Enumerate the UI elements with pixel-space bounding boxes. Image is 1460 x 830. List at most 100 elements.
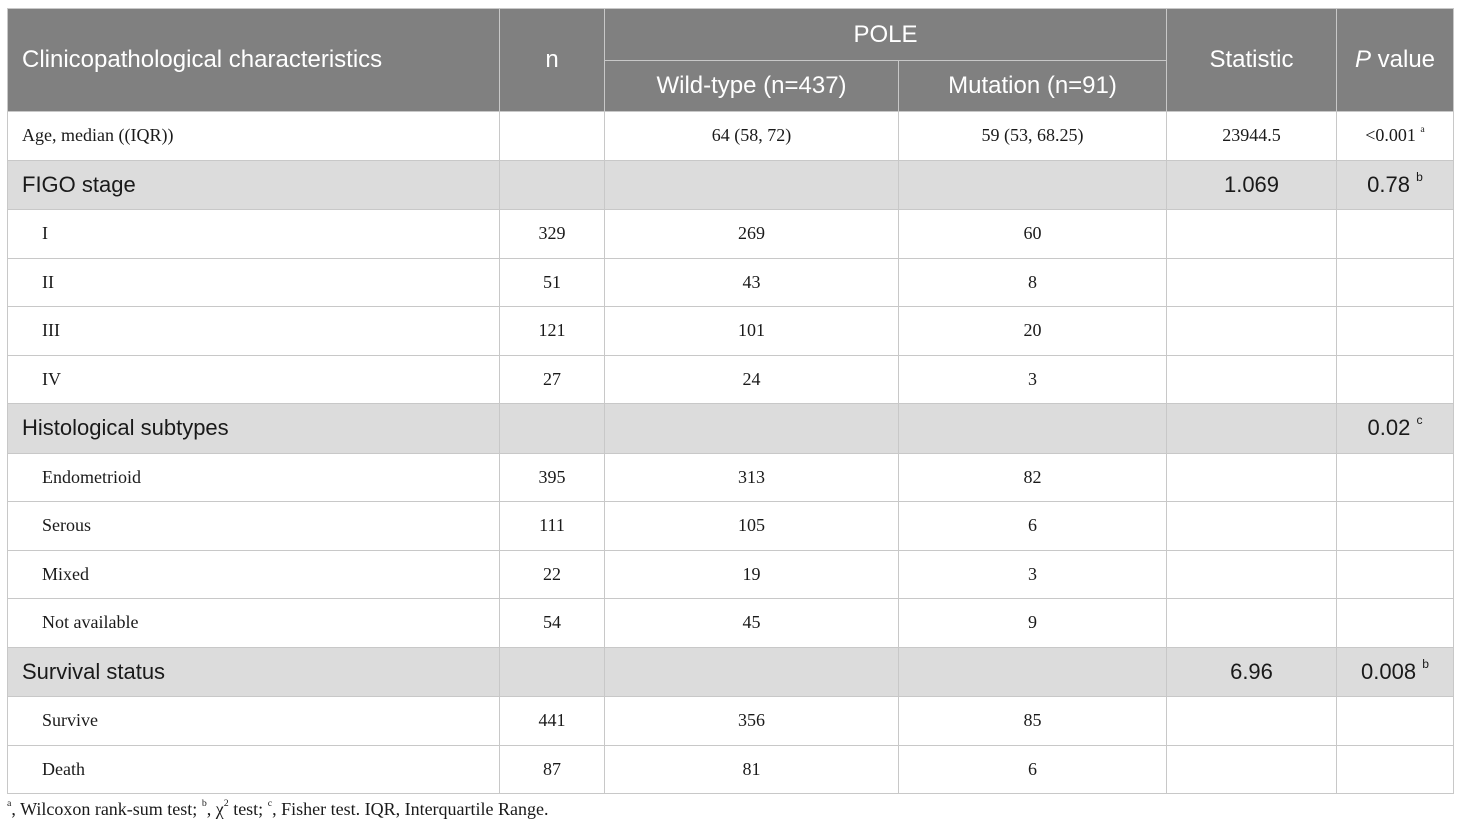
cell-p-value — [1336, 257, 1454, 307]
cell-n-text: 395 — [538, 466, 566, 487]
cell-label-text: Not available — [42, 612, 139, 633]
cell-label: Histological subtypes — [7, 403, 500, 454]
cell-wild-type: 101 — [604, 306, 899, 356]
cell-statistic — [1166, 549, 1337, 599]
cell-label-text: II — [42, 271, 54, 292]
cell-label: Survive — [7, 696, 500, 746]
cell-statistic — [1166, 306, 1337, 356]
cell-statistic: 6.96 — [1166, 646, 1337, 697]
cell-mutation: 9 — [898, 598, 1167, 648]
header-statistic: Statistic — [1166, 8, 1337, 112]
cell-wild-type: 43 — [604, 257, 899, 307]
table-header: Clinicopathological characteristics n PO… — [7, 8, 1454, 112]
cell-n: 441 — [499, 696, 605, 746]
cell-label-text: IV — [42, 368, 61, 389]
cell-p-value — [1336, 354, 1454, 404]
cell-label: I — [7, 209, 500, 259]
header-p-italic: P — [1354, 46, 1371, 73]
cell-n-text: 87 — [543, 758, 561, 779]
p-value-footnote-mark: a — [1420, 124, 1425, 136]
cell-wild-type — [604, 159, 899, 210]
cell-n — [499, 159, 605, 210]
cell-n: 87 — [499, 744, 605, 794]
cell-label-text: Serous — [42, 515, 91, 536]
cell-statistic: 1.069 — [1166, 159, 1337, 210]
table-row: FIGO stage 1.069 0.78 b — [7, 159, 1454, 210]
cell-p-value-text: <0.001 — [1365, 125, 1416, 146]
footnote-text-a: , Wilcoxon rank-sum test; — [11, 799, 202, 819]
cell-n-text: 22 — [543, 563, 561, 584]
table-row: Serous 111 105 6 — [7, 501, 1454, 551]
header-n: n — [499, 8, 605, 112]
cell-label: IV — [7, 354, 500, 404]
cell-n-text: 329 — [538, 223, 566, 244]
cell-label: II — [7, 257, 500, 307]
cell-wild-type — [604, 646, 899, 697]
cell-p-value — [1336, 452, 1454, 502]
cell-wild-type: 356 — [604, 696, 899, 746]
p-value-footnote-mark: b — [1416, 169, 1423, 184]
cell-statistic-text: 6.96 — [1230, 658, 1273, 684]
cell-statistic — [1166, 354, 1337, 404]
cell-n-text: 27 — [543, 368, 561, 389]
cell-n — [499, 646, 605, 697]
table-row: Mixed 22 19 3 — [7, 549, 1454, 599]
cell-wild-type-text: 19 — [742, 563, 761, 584]
cell-mutation: 6 — [898, 501, 1167, 551]
cell-label: Serous — [7, 501, 500, 551]
cell-label-text: I — [42, 223, 48, 244]
header-p-rest: value — [1370, 46, 1436, 73]
cell-mutation: 60 — [898, 209, 1167, 259]
cell-n — [499, 403, 605, 454]
table-row: Histological subtypes 0.02 c — [7, 403, 1454, 454]
cell-wild-type: 269 — [604, 209, 899, 259]
table-body: Age, median ((IQR)) 64 (58, 72) 59 (53, 68… — [7, 111, 1454, 794]
cell-wild-type-text: 356 — [738, 710, 765, 731]
cell-mutation: 20 — [898, 306, 1167, 356]
cell-p-value — [1336, 549, 1454, 599]
cell-statistic-text: 23944.5 — [1222, 125, 1281, 146]
cell-p-value — [1336, 744, 1454, 794]
cell-label-text: Mixed — [42, 563, 89, 584]
table-row: III 121 101 20 — [7, 306, 1454, 356]
table-row: Death 87 81 6 — [7, 744, 1454, 794]
cell-wild-type — [604, 403, 899, 454]
cell-wild-type: 64 (58, 72) — [604, 111, 899, 161]
cell-statistic: 23944.5 — [1166, 111, 1337, 161]
cell-wild-type-text: 313 — [738, 466, 765, 487]
cell-mutation-text: 3 — [1028, 563, 1037, 584]
cell-wild-type: 313 — [604, 452, 899, 502]
footnote-mark-a: a — [7, 798, 12, 810]
cell-mutation-text: 60 — [1023, 223, 1042, 244]
cell-mutation: 85 — [898, 696, 1167, 746]
cell-wild-type: 19 — [604, 549, 899, 599]
cell-statistic — [1166, 744, 1337, 794]
cell-wild-type-text: 101 — [738, 320, 765, 341]
cell-p-value-text: 0.02 — [1367, 415, 1411, 441]
cell-p-value: 0.78 b — [1336, 159, 1454, 210]
cell-statistic — [1166, 696, 1337, 746]
footnote-mark-b: b — [201, 798, 207, 810]
cell-n-text: 441 — [538, 710, 566, 731]
table-row: Age, median ((IQR)) 64 (58, 72) 59 (53, 68… — [7, 111, 1454, 161]
table-row: Survive 441 356 85 — [7, 696, 1454, 746]
cell-wild-type: 105 — [604, 501, 899, 551]
cell-n: 395 — [499, 452, 605, 502]
data-table: Clinicopathological characteristics n PO… — [7, 8, 1454, 794]
cell-mutation — [898, 159, 1167, 210]
table-row: Not available 54 45 9 — [7, 598, 1454, 648]
cell-n-text: 54 — [543, 612, 561, 633]
cell-wild-type: 24 — [604, 354, 899, 404]
cell-label-text: III — [42, 320, 60, 341]
cell-label: FIGO stage — [7, 159, 500, 210]
cell-p-value — [1336, 501, 1454, 551]
cell-mutation-text: 20 — [1023, 320, 1042, 341]
cell-wild-type-text: 45 — [742, 612, 761, 633]
cell-n: 22 — [499, 549, 605, 599]
cell-statistic — [1166, 501, 1337, 551]
cell-p-value — [1336, 306, 1454, 356]
cell-p-value: 0.02 c — [1336, 403, 1454, 454]
footnote-chi-sup: 2 — [223, 798, 229, 810]
cell-wild-type-text: 105 — [738, 515, 765, 536]
cell-n: 54 — [499, 598, 605, 648]
